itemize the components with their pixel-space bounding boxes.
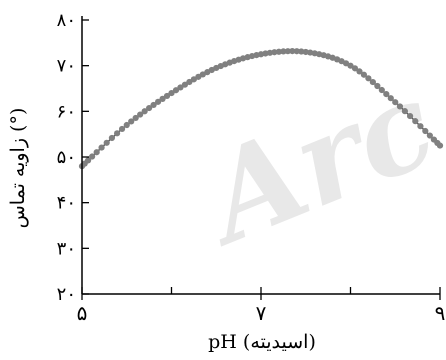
data-point — [401, 108, 409, 115]
data-point — [146, 104, 153, 112]
y-tick-label: ۶۰ — [57, 101, 76, 122]
data-point — [181, 81, 189, 88]
data-point — [271, 49, 278, 56]
data-point — [406, 112, 414, 120]
y-tick-label: ۷۰ — [57, 56, 76, 77]
data-point — [383, 90, 390, 98]
data-point — [360, 71, 368, 78]
data-point — [347, 62, 354, 69]
y-tick-label: ۵۰ — [57, 147, 76, 168]
data-point — [356, 68, 363, 75]
x-tick-label: ۷ — [256, 301, 267, 325]
y-tick-label: ۴۰ — [57, 193, 76, 214]
y-tick-label: ۳۰ — [57, 238, 76, 259]
data-point — [387, 95, 394, 102]
data-point — [369, 78, 376, 86]
data-point — [426, 132, 433, 139]
data-point — [422, 127, 429, 135]
data-point — [412, 118, 419, 125]
data-point — [289, 48, 296, 55]
data-point — [172, 87, 180, 94]
x-tick-label: ۵ — [77, 301, 88, 325]
data-point — [93, 149, 100, 156]
y-axis-title: زاویه تماس (°) — [7, 108, 29, 229]
x-tick-label: ۹ — [435, 301, 446, 325]
data-point — [374, 82, 381, 90]
data-point — [118, 125, 126, 133]
data-point — [123, 121, 130, 129]
data-point — [275, 48, 282, 55]
data-point — [396, 103, 404, 110]
data-point — [378, 86, 385, 94]
y-tick-label: ۸۰ — [57, 10, 76, 31]
data-point — [128, 118, 135, 125]
data-point — [89, 153, 96, 160]
axes: ۲۰ ۳۰ ۴۰ ۵۰ ۶۰ ۷۰ ۸۰ ۵ ۷ ۹ — [57, 10, 446, 325]
data-point — [103, 139, 110, 146]
data-point — [150, 101, 157, 109]
watermark-text: Arc — [179, 53, 446, 273]
data-point — [186, 78, 193, 86]
data-point — [113, 130, 121, 137]
data-point — [84, 157, 92, 164]
data-point — [141, 108, 148, 115]
data-point — [154, 98, 162, 105]
plot-area — [78, 48, 444, 170]
data-point — [177, 84, 184, 91]
data-point — [293, 48, 300, 55]
data-point — [98, 144, 105, 151]
data-point — [351, 65, 359, 72]
data-point — [392, 99, 399, 106]
data-point — [298, 48, 305, 55]
data-point — [436, 142, 444, 149]
x-axis-title: pH (اسیدیته) — [208, 331, 316, 353]
data-point — [132, 114, 139, 122]
data-point — [108, 134, 116, 142]
data-point — [168, 89, 175, 97]
data-point — [417, 123, 424, 130]
data-point — [137, 111, 144, 118]
data-point — [159, 95, 166, 102]
data-point — [280, 48, 287, 55]
data-point — [284, 48, 291, 55]
data-point — [163, 92, 171, 100]
y-tick-label: ۲۰ — [57, 284, 76, 305]
data-point — [365, 75, 372, 82]
